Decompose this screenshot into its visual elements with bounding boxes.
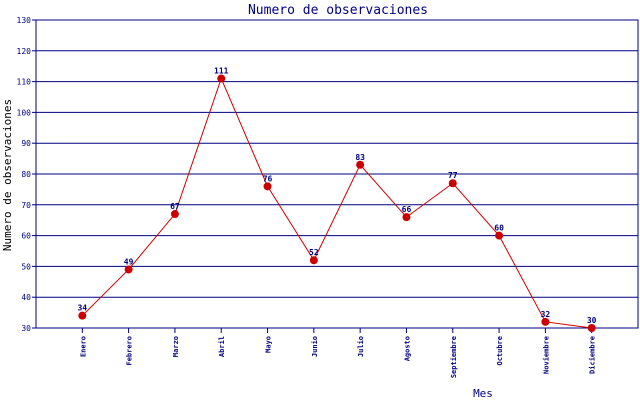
data-point <box>170 210 179 219</box>
x-tick-label: Mayo <box>265 336 273 353</box>
x-axis-ticks: Enero Febrero Marzo Abril Mayo Junio Julio Agos… <box>79 328 597 378</box>
data-point <box>495 231 504 240</box>
y-tick-label: 30 <box>21 324 31 333</box>
y-tick-label: 70 <box>21 201 31 210</box>
data-label: 52 <box>309 248 319 257</box>
data-label: 30 <box>587 316 597 325</box>
series-line <box>81 77 592 329</box>
data-point <box>587 324 596 332</box>
x-axis-label: Mes <box>473 387 493 400</box>
data-label: 34 <box>77 304 87 313</box>
y-tick-label: 50 <box>21 262 31 271</box>
y-axis-label: Numero de observaciones <box>1 99 14 251</box>
data-point <box>448 179 457 188</box>
y-tick-label: 130 <box>17 16 32 25</box>
x-tick-label: Diciembre <box>589 336 597 374</box>
data-label: 83 <box>355 153 365 162</box>
data-label: 76 <box>263 174 273 183</box>
data-label: 66 <box>402 205 412 214</box>
data-label: 32 <box>541 310 551 319</box>
x-tick-label: Abril <box>218 336 226 357</box>
x-tick-label: Julio <box>357 336 365 357</box>
x-tick-label: Febrero <box>126 336 134 366</box>
y-tick-label: 90 <box>21 139 31 148</box>
data-label: 67 <box>170 202 180 211</box>
x-tick-label: Noviembre <box>542 336 550 374</box>
data-point <box>78 311 87 320</box>
data-point <box>217 74 226 83</box>
y-tick-label: 120 <box>17 47 32 56</box>
y-tick-label: 100 <box>17 108 32 117</box>
data-label: 111 <box>214 67 229 76</box>
x-tick-label: Octubre <box>496 336 504 366</box>
data-label: 60 <box>494 224 504 233</box>
data-point <box>124 265 133 274</box>
data-points <box>78 74 596 332</box>
x-tick-label: Marzo <box>172 336 180 357</box>
x-tick-label: Enero <box>79 336 87 357</box>
data-point <box>356 160 365 169</box>
y-tick-label: 110 <box>17 78 32 87</box>
y-tick-label: 80 <box>21 170 31 179</box>
x-tick-label: Septiembre <box>450 336 458 378</box>
data-point <box>309 256 318 265</box>
data-point <box>402 213 411 222</box>
data-label: 49 <box>124 257 134 266</box>
chart-title: Numero de observaciones <box>248 3 428 18</box>
data-label: 77 <box>448 171 458 180</box>
y-tick-label: 40 <box>21 293 31 302</box>
y-tick-label: 60 <box>21 232 31 241</box>
series-polyline <box>81 77 592 329</box>
y-axis-ticks: 30 40 50 60 70 80 90 100 110 120 130 <box>17 16 36 333</box>
x-tick-label: Agosto <box>403 336 411 361</box>
data-point <box>263 182 272 191</box>
data-labels: 34 49 67 111 76 52 83 66 77 60 32 30 <box>77 67 596 325</box>
data-point <box>541 317 550 326</box>
x-tick-label: Junio <box>311 336 319 357</box>
